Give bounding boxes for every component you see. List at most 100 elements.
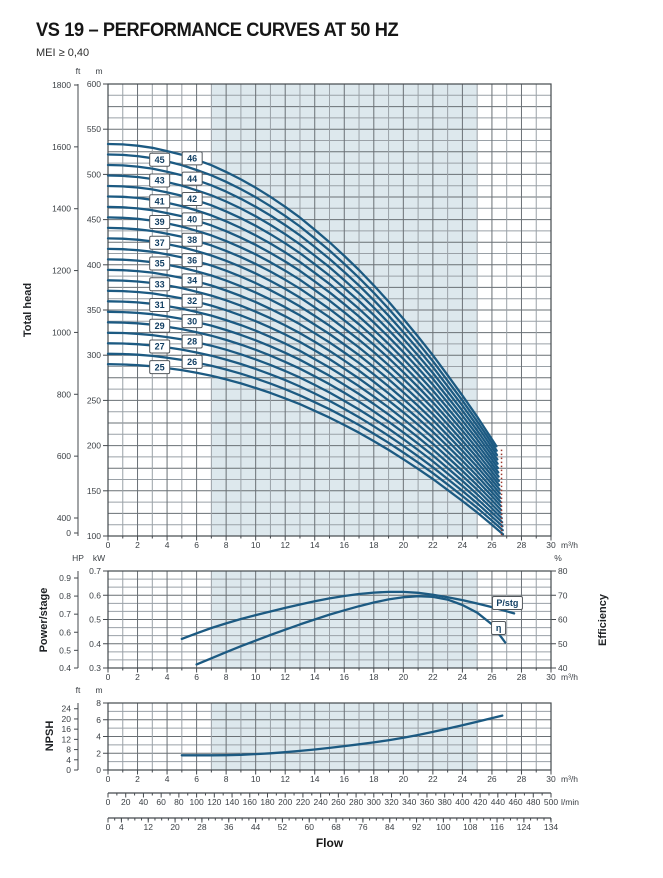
lmin-tick-label: 80: [174, 797, 184, 807]
mei-rating: MEI ≥ 0,40: [36, 47, 90, 59]
stage-curve-30: [106, 310, 503, 516]
stage-curve-44: [106, 163, 499, 457]
lmin-tick-label: 280: [349, 797, 363, 807]
gpm-tick-label: 84: [385, 822, 395, 832]
stage-label-37-box: [149, 235, 171, 250]
stage-label-26-text: 26: [187, 357, 197, 367]
gpm-tick-label: 108: [463, 822, 477, 832]
x-tick-label: 22: [428, 672, 438, 682]
flow-scales: 0 20 40 60 80 100 120 140 160 180 200 220 240 260 280 3…: [106, 792, 579, 850]
lmin-unit: l/min: [561, 797, 579, 807]
stage-label-26-box: [181, 354, 203, 369]
x-tick-label: 0: [106, 540, 111, 550]
lmin-tick-label: 140: [225, 797, 239, 807]
secondary-tick-label: 20: [62, 714, 72, 724]
lmin-tick-label: 60: [156, 797, 166, 807]
secondary-tick-label: 1400: [52, 204, 71, 214]
stage-curve-27: [106, 342, 504, 528]
stage-label-45-text: 45: [155, 155, 165, 165]
x-tick-label: 14: [310, 774, 320, 784]
x-tick-label: 20: [399, 672, 409, 682]
stage-label-38-text: 38: [187, 235, 197, 245]
secondary-tick-label: 0.8: [59, 591, 71, 601]
x-tick-label: 4: [165, 774, 170, 784]
y-tick-label: 500: [87, 169, 101, 179]
gpm-tick-label: 0: [106, 822, 111, 832]
stage-label-41-text: 41: [155, 196, 165, 206]
stage-curves: [106, 142, 505, 536]
secondary-tick-label: 1600: [52, 142, 71, 152]
y-tick-label: 350: [87, 305, 101, 315]
x-tick-label: 26: [487, 774, 497, 784]
stage-label-25-box: [149, 360, 171, 375]
x-tick-label: 26: [487, 672, 497, 682]
stage-curve-37: [106, 237, 501, 487]
gpm-tick-label: 36: [224, 822, 234, 832]
lmin-tick-label: 240: [314, 797, 328, 807]
pct-tick-label: 60: [558, 615, 568, 625]
lmin-tick-label: 320: [384, 797, 398, 807]
stage-label-36-box: [181, 253, 203, 268]
gpm-tick-label: 60: [304, 822, 314, 832]
stage-label-28-text: 28: [187, 337, 197, 347]
stage-label-42-text: 42: [187, 194, 197, 204]
lmin-tick-label: 220: [296, 797, 310, 807]
npsh-axis-title: NPSH: [44, 721, 56, 752]
lmin-tick-label: 120: [207, 797, 221, 807]
gpm-tick-label: 68: [331, 822, 341, 832]
y-tick-label: 550: [87, 124, 101, 134]
stage-label-39-text: 39: [155, 217, 165, 227]
lmin-tick-label: 300: [367, 797, 381, 807]
secondary-tick-label: 0.6: [59, 627, 71, 637]
flow-axis-title: Flow: [316, 836, 344, 850]
x-axis-unit: m³/h: [561, 672, 578, 682]
lmin-tick-label: 260: [331, 797, 345, 807]
secondary-tick-label: 800: [57, 389, 71, 399]
lmin-tick-label: 0: [106, 797, 111, 807]
stage-label-40-text: 40: [187, 215, 197, 225]
stage-curve-42: [106, 184, 499, 465]
stage-label-30-text: 30: [187, 316, 197, 326]
npsh-curve: [180, 714, 504, 757]
page-title: VS 19 – PERFORMANCE CURVES AT 50 HZ: [36, 20, 399, 41]
y-tick-label: 600: [87, 79, 101, 89]
ft-unit-header-npsh: ft: [76, 685, 81, 695]
stage-label-37-text: 37: [155, 238, 165, 248]
x-tick-label: 22: [428, 540, 438, 550]
gpm-tick-label: 76: [358, 822, 368, 832]
secondary-tick-label: 600: [57, 451, 71, 461]
x-tick-label: 6: [194, 774, 199, 784]
x-tick-label: 8: [224, 540, 229, 550]
power-per-stage-curve: [180, 590, 516, 641]
stage-label-30-box: [181, 314, 203, 329]
stage-label-38-box: [181, 232, 203, 247]
stage-curve-31: [106, 300, 503, 512]
y-tick-label: 450: [87, 215, 101, 225]
stage-label-41-box: [149, 194, 171, 209]
stage-label-42-box: [181, 192, 203, 207]
x-tick-label: 8: [224, 672, 229, 682]
x-tick-label: 12: [280, 672, 290, 682]
stage-label-45-box: [149, 152, 171, 167]
x-tick-label: 16: [340, 540, 350, 550]
ft-unit-header: ft: [76, 66, 81, 76]
x-tick-label: 20: [399, 540, 409, 550]
stage-label-27-text: 27: [155, 342, 165, 352]
power-axis-title: Power/stage: [38, 588, 50, 653]
stage-label-40-box: [181, 212, 203, 227]
y-tick-label: 0.4: [89, 639, 101, 649]
total-head-axis-title: Total head: [22, 283, 34, 337]
y-tick-label: 0.5: [89, 615, 101, 625]
stage-curve-40: [106, 205, 500, 474]
pct-tick-label: 70: [558, 590, 568, 600]
gpm-tick-label: 116: [490, 822, 504, 832]
stage-curve-46: [106, 142, 498, 448]
lmin-tick-label: 480: [526, 797, 540, 807]
lmin-tick-label: 340: [402, 797, 416, 807]
stage-label-29-text: 29: [155, 321, 165, 331]
stage-label-43-text: 43: [155, 176, 165, 186]
y-tick-label: 150: [87, 486, 101, 496]
m-unit-header-npsh: m: [95, 685, 102, 695]
